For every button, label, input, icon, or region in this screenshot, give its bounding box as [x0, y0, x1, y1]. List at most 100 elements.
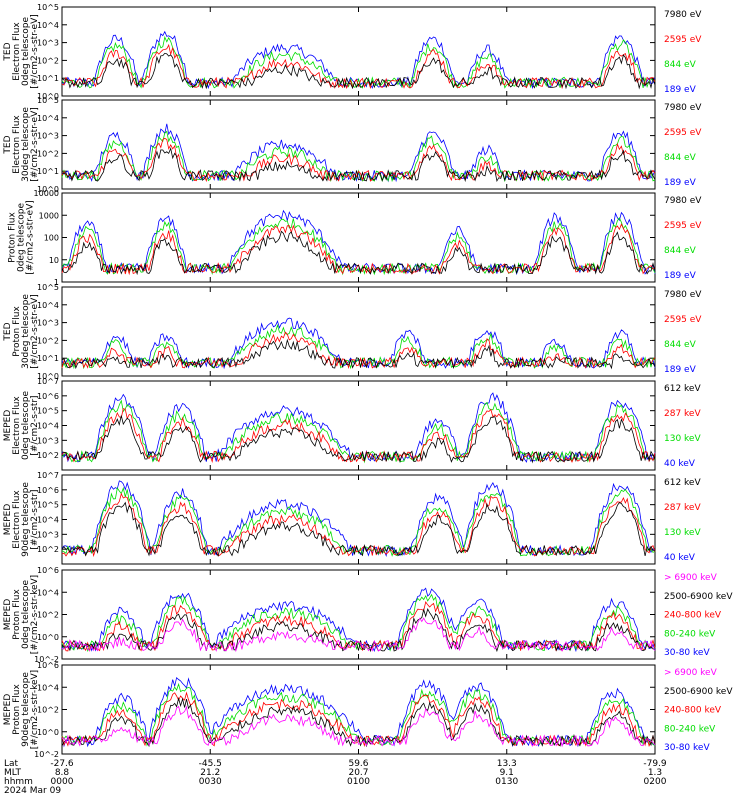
- series-line: [61, 317, 656, 370]
- ytick-label: 10^4: [37, 422, 59, 431]
- ytick-label: 10^3: [37, 436, 59, 445]
- ytick-label: 10^2: [37, 451, 59, 460]
- legend-entry: 612 keV: [664, 478, 701, 488]
- series-line: [61, 52, 656, 90]
- panel-ylabel: Electron Flux: [12, 22, 22, 81]
- legend-entry: 130 keV: [664, 528, 701, 538]
- xtick-label: 0130: [495, 777, 518, 787]
- series-line: [61, 223, 656, 276]
- xtick-label: 1.3: [648, 768, 662, 778]
- panel-ylabel: 30deg telescope: [21, 294, 31, 369]
- series-line: [61, 43, 656, 90]
- ytick-label: 10: [49, 256, 59, 265]
- ytick-label: 10^0: [37, 728, 59, 737]
- series-line: [61, 137, 656, 183]
- ytick-label: 10^3: [37, 132, 59, 141]
- ytick-label: 10^4: [37, 114, 59, 123]
- panel-frame-3: [61, 286, 656, 377]
- panel-ylabel: TED: [3, 135, 13, 154]
- panel-ylabel: [#/cm2-s-str-keV]: [30, 670, 40, 749]
- panel-ylabel: 0deg telescope: [17, 203, 27, 273]
- panel-ylabel: MEPED: [3, 504, 13, 536]
- panel-ylabel: Proton Flux: [12, 306, 22, 357]
- date-label: 2024 Mar 09: [4, 786, 61, 796]
- legend-entry: 80-240 keV: [664, 629, 716, 639]
- legend-entry: 844 eV: [664, 60, 697, 70]
- ytick-label: 10^-2: [34, 655, 59, 664]
- panel-ylabel: TED: [3, 322, 13, 341]
- legend-entry: 2595 eV: [664, 221, 702, 231]
- panel-ylabel: Electron Flux: [12, 115, 22, 174]
- ytick-label: 10^4: [37, 588, 59, 597]
- legend-entry: 2595 eV: [664, 35, 702, 45]
- panel-frame-5: [61, 474, 656, 565]
- series-line: [61, 617, 656, 653]
- ytick-label: 10^6: [37, 566, 59, 575]
- xtick-label: 59.6: [348, 759, 368, 769]
- ytick-label: 10000: [34, 189, 59, 198]
- ytick-label: 10^1: [37, 354, 59, 363]
- xtick-label: 13.3: [497, 759, 517, 769]
- series-line: [61, 501, 656, 557]
- xtick-label: -45.5: [199, 759, 222, 769]
- ytick-label: 10^7: [37, 471, 59, 480]
- ytick-label: 10^2: [37, 706, 59, 715]
- ytick-label: 1: [54, 278, 59, 287]
- ytick-label: 10^6: [37, 392, 59, 401]
- panel-ylabel: 0deg telescope: [21, 17, 31, 87]
- ytick-label: 10^3: [37, 319, 59, 328]
- panel-ylabel: 0deg telescope: [21, 391, 31, 461]
- panel-ylabel: MEPED: [3, 410, 13, 442]
- series-line: [61, 35, 656, 89]
- ytick-label: 10^4: [37, 21, 59, 30]
- legend-entry: 80-240 keV: [664, 724, 716, 734]
- legend-entry: 7980 eV: [664, 196, 702, 206]
- xaxis-row-label: MLT: [4, 768, 22, 778]
- series-line: [61, 608, 656, 653]
- legend-entry: 844 eV: [664, 246, 697, 256]
- ytick-label: 10^0: [37, 372, 59, 381]
- panel-ylabel: TED: [3, 42, 13, 61]
- legend-entry: 844 eV: [664, 340, 697, 350]
- series-line: [61, 705, 656, 748]
- series-line: [61, 230, 656, 276]
- series-line: [61, 217, 656, 276]
- ytick-label: 10^2: [37, 149, 59, 158]
- series-line: [61, 338, 656, 370]
- ytick-label: 10^1: [37, 167, 59, 176]
- ytick-label: 10^2: [37, 336, 59, 345]
- legend-entry: 2595 eV: [664, 315, 702, 325]
- legend-entry: 30-80 keV: [664, 743, 710, 753]
- panel-ylabel: [#/cm2-s-str]: [30, 489, 40, 549]
- legend-entry: 2595 eV: [664, 128, 702, 138]
- ytick-label: 10^4: [37, 516, 59, 525]
- xtick-label: 0200: [644, 777, 667, 787]
- series-line: [61, 415, 656, 464]
- ytick-label: 10^-2: [34, 750, 59, 759]
- panel-ylabel: MEPED: [3, 694, 13, 726]
- series-line: [61, 147, 656, 183]
- panel-ylabel: [#/cm2-s-str-eV]: [30, 294, 40, 369]
- ytick-label: 10^5: [37, 96, 59, 105]
- panel-ylabel: [#/cm2-s-str-eV]: [30, 107, 40, 182]
- legend-entry: 2500-6900 keV: [664, 592, 733, 602]
- legend-entry: 240-800 keV: [664, 706, 722, 716]
- legend-entry: 287 keV: [664, 503, 701, 513]
- xtick-label: 0030: [199, 777, 222, 787]
- xaxis-row-label: hhmm: [4, 777, 33, 787]
- ytick-label: 10^4: [37, 301, 59, 310]
- series-line: [61, 696, 656, 748]
- legend-entry: 189 eV: [664, 178, 697, 188]
- legend-entry: 30-80 keV: [664, 648, 710, 658]
- legend-entry: 189 eV: [664, 85, 697, 95]
- legend-entry: > 6900 keV: [664, 668, 718, 678]
- series-line: [61, 399, 656, 464]
- xtick-label: -79.9: [643, 759, 667, 769]
- legend-entry: 40 keV: [664, 553, 696, 563]
- legend-entry: 7980 eV: [664, 290, 702, 300]
- ytick-label: 10^0: [37, 92, 59, 101]
- legend-entry: 612 keV: [664, 384, 701, 394]
- legend-entry: 240-800 keV: [664, 611, 722, 621]
